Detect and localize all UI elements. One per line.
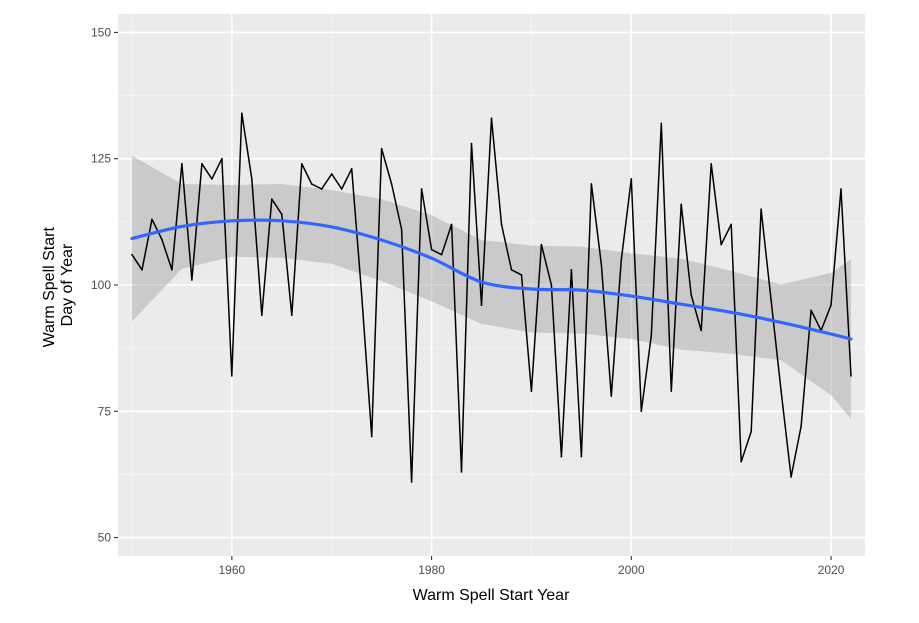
data-point [370, 435, 373, 438]
data-point [360, 294, 363, 296]
data-point [221, 157, 223, 160]
data-point [241, 112, 243, 115]
data-point [131, 253, 133, 256]
data-point [310, 183, 313, 185]
data-point [430, 248, 433, 251]
data-point [810, 309, 812, 312]
data-point [790, 476, 792, 478]
data-point [141, 269, 143, 271]
data-point [610, 395, 613, 397]
data-point [231, 375, 233, 377]
data-point [650, 334, 653, 337]
y-tick-label: 125 [91, 152, 111, 166]
data-point [750, 430, 752, 433]
confidence-ribbon [132, 155, 851, 419]
data-point [570, 269, 573, 271]
data-point [270, 198, 273, 200]
data-point [470, 142, 473, 145]
data-point [700, 329, 703, 332]
smooth-trend-line [130, 218, 853, 341]
data-point [490, 117, 493, 120]
data-point [151, 218, 153, 221]
data-point [620, 258, 623, 261]
data-point [460, 471, 463, 473]
y-axis-title: Warm Spell Start Day of Year [41, 223, 76, 348]
data-point [410, 481, 413, 483]
data-point [630, 178, 633, 180]
data-point [640, 410, 643, 413]
data-point [530, 390, 533, 392]
data-point [590, 183, 593, 185]
data-point [450, 223, 453, 226]
data-point [600, 263, 603, 266]
data-point [181, 162, 183, 165]
data-point [300, 162, 303, 165]
x-tick-label: 2000 [618, 563, 645, 577]
data-point [420, 188, 423, 190]
data-point [800, 425, 802, 428]
data-point [580, 455, 583, 458]
data-point [191, 279, 193, 281]
data-point [720, 243, 722, 246]
data-point [400, 228, 403, 231]
x-tick-label: 2020 [818, 563, 845, 577]
data-point [780, 390, 782, 392]
y-tick-label: 50 [98, 531, 112, 545]
data-point [520, 274, 523, 276]
data-point [670, 390, 673, 392]
data-point [560, 455, 563, 458]
x-tick-label: 1980 [418, 563, 445, 577]
data-point [440, 253, 443, 256]
y-tick-label: 100 [91, 278, 111, 292]
data-point [280, 213, 283, 216]
data-point [350, 168, 353, 170]
data-point [290, 314, 293, 317]
data-point [740, 460, 742, 463]
data-point [211, 178, 213, 180]
data-point [730, 223, 732, 226]
data-point [510, 269, 513, 271]
data-point [760, 208, 762, 211]
data-point [830, 304, 832, 307]
data-point [540, 243, 543, 246]
data-point [380, 147, 383, 150]
data-point [201, 162, 203, 165]
data-point [550, 284, 553, 286]
data-point [840, 188, 842, 190]
data-point [161, 238, 163, 241]
data-point [171, 269, 173, 271]
x-axis: 1960 1980 2000 2020 [218, 556, 845, 577]
x-tick-label: 1960 [218, 563, 245, 577]
data-point [251, 178, 253, 180]
data-point [500, 223, 503, 226]
data-point [770, 299, 772, 301]
x-axis-title: Warm Spell Start Year [413, 587, 570, 604]
data-point [330, 173, 333, 175]
data-point [390, 183, 393, 185]
data-point [710, 162, 713, 165]
y-axis: 50 75 100 125 150 [91, 25, 118, 545]
data-point [850, 375, 852, 377]
data-point [261, 314, 263, 317]
data-point [660, 122, 663, 125]
y-tick-label: 75 [98, 404, 112, 418]
y-axis-title-line-1: Warm Spell Start [41, 227, 58, 348]
data-point [320, 188, 323, 190]
y-tick-label: 150 [91, 25, 111, 39]
data-point [480, 304, 483, 307]
data-point [340, 188, 343, 190]
y-axis-title-line-2: Day of Year [59, 243, 76, 326]
data-point [690, 294, 693, 296]
data-point [680, 203, 683, 205]
